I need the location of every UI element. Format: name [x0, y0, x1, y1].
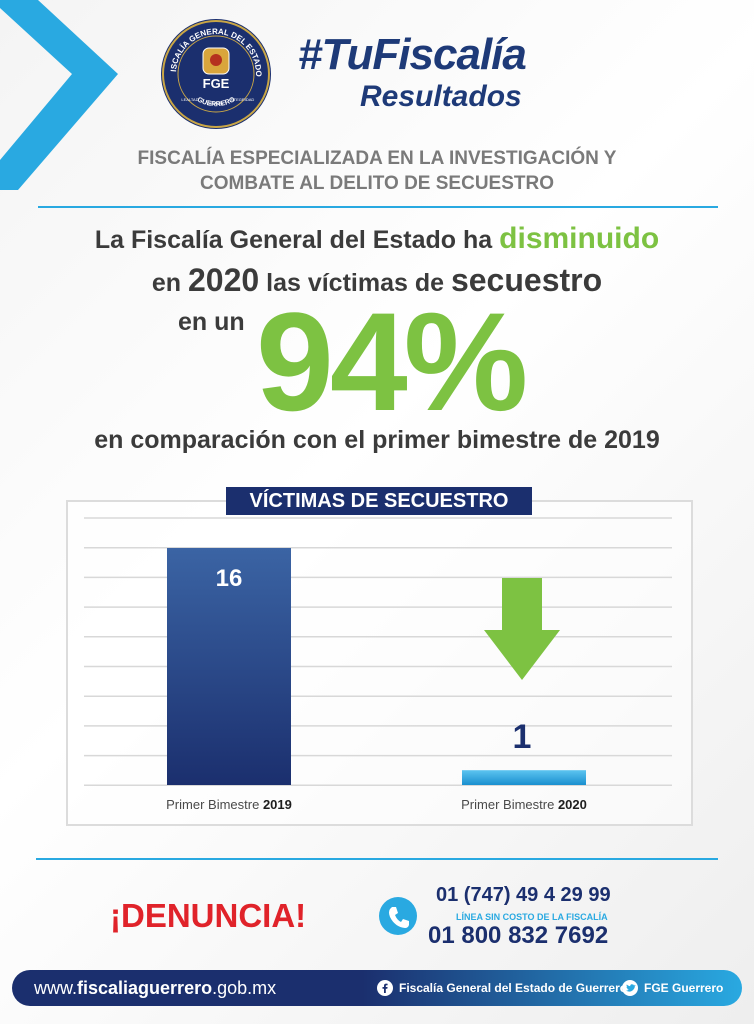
website-suffix: .gob.mx — [212, 978, 277, 998]
headline-line-3: en un — [178, 308, 245, 336]
website-domain: fiscaliaguerrero — [77, 978, 213, 998]
office-name: FISCALÍA ESPECIALIZADA EN LA INVESTIGACI… — [0, 146, 754, 196]
hashtag-title: #TuFiscalía — [298, 30, 527, 79]
fge-seal-logo: FISCALÍA GENERAL DEL ESTADO GUERRERO FGE… — [160, 18, 271, 129]
facebook-handle[interactable]: Fiscalía General del Estado de Guerrero — [399, 981, 628, 995]
phone-number-toll-free: 01 800 832 7692 — [428, 922, 609, 949]
headline-kidnapping: secuestro — [450, 262, 603, 298]
chevron-decoration — [0, 0, 118, 190]
headline-comparison: en comparación con el primer bimestre de… — [94, 426, 660, 454]
phone-icon — [379, 897, 417, 935]
office-line-2: COMBATE AL DELITO DE SECUESTRO — [200, 173, 554, 194]
chart-frame — [66, 500, 693, 826]
twitter-handle[interactable]: FGE Guerrero — [644, 981, 724, 995]
facebook-icon — [377, 980, 393, 996]
headline-line-2: en 2020 las víctimas de secuestro — [0, 262, 754, 299]
headline-highlight-decreased: disminuido — [499, 222, 660, 255]
seal-center-text: FGE — [203, 76, 230, 91]
headline-year: 2020 — [187, 262, 260, 298]
twitter-icon — [622, 980, 638, 996]
toll-free-note: LÍNEA SIN COSTO DE LA FISCALÍA — [456, 912, 608, 922]
seal-motto-center: HONOR — [209, 101, 224, 106]
website-link[interactable]: www.fiscaliaguerrero.gob.mx — [34, 978, 276, 999]
headline-text-1a: La Fiscalía General del Estado ha — [94, 226, 500, 254]
headline-line-1: La Fiscalía General del Estado ha dismin… — [0, 222, 754, 256]
office-line-1: FISCALÍA ESPECIALIZADA EN LA INVESTIGACI… — [137, 148, 617, 169]
divider-bottom — [36, 858, 718, 860]
seal-motto-right: INTEGRIDAD — [230, 97, 255, 102]
results-subtitle: Resultados — [360, 80, 522, 113]
phone-number-local: 01 (747) 49 4 29 99 — [436, 884, 611, 906]
website-prefix: www. — [34, 978, 78, 998]
percent-figure: 94% — [256, 283, 528, 440]
report-callout: ¡DENUNCIA! — [110, 897, 307, 934]
divider-top — [38, 206, 718, 208]
headline-text-2a: en — [151, 269, 188, 297]
seal-motto-left: LEALTAD — [181, 97, 198, 102]
chart-title: VÍCTIMAS DE SECUESTRO — [226, 487, 532, 515]
headline-text-2c: las víctimas de — [259, 269, 451, 297]
